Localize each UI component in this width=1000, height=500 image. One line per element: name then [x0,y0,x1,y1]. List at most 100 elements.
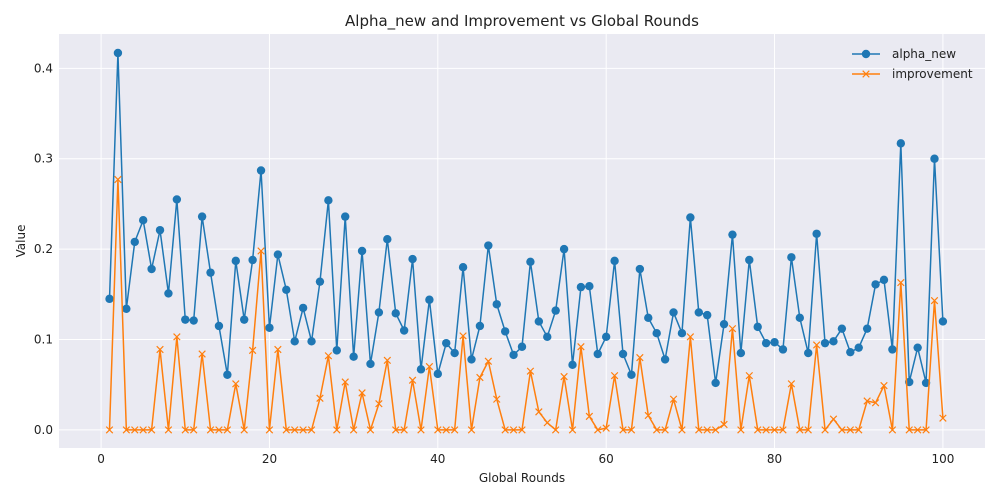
data-point-improvement [636,353,644,362]
data-point-alpha_new [399,326,409,335]
data-point-alpha_new [248,255,257,265]
x-tick-label: 100 [931,452,954,466]
data-point-alpha_new [366,359,375,369]
data-point-improvement [728,324,737,333]
data-point-improvement [568,426,577,434]
data-point-alpha_new [787,253,796,262]
data-point-alpha_new [812,229,821,238]
data-point-improvement [459,332,467,340]
data-point-alpha_new [761,338,771,348]
data-point-alpha_new [467,355,476,364]
data-point-alpha_new [282,285,291,295]
data-point-improvement [863,397,871,405]
data-point-improvement [164,426,173,434]
data-point-alpha_new [820,338,830,348]
data-point-alpha_new [795,313,804,323]
legend-item-alpha_new: alpha_new [852,47,956,61]
data-point-alpha_new [703,310,712,320]
data-point-alpha_new [138,216,148,225]
data-point-alpha_new [913,343,922,352]
data-point-alpha_new [324,196,333,205]
data-point-improvement [383,356,392,365]
series-improvement [105,175,947,434]
data-point-alpha_new [509,350,518,360]
y-tick-label: 0.4 [34,61,53,75]
data-point-improvement [501,426,509,434]
data-point-improvement [375,399,383,408]
data-point-improvement [770,426,779,434]
x-tick-label: 0 [97,452,105,466]
data-point-alpha_new [433,369,443,379]
data-point-improvement [358,389,366,397]
data-point-improvement [602,424,610,432]
data-point-alpha_new [155,225,165,235]
data-point-alpha_new [610,256,619,266]
data-point-improvement [543,418,551,427]
data-point-improvement [316,394,324,403]
data-point-improvement [307,426,316,434]
data-point-alpha_new [559,244,569,254]
data-point-alpha_new [425,295,434,304]
data-point-alpha_new [256,166,266,175]
data-point-alpha_new [442,338,451,348]
data-point-alpha_new [745,255,754,265]
series-alpha_new [105,48,948,388]
data-point-alpha_new [660,355,670,364]
series-line-improvement [108,178,944,431]
data-point-improvement [585,412,594,421]
data-point-alpha_new [585,281,594,291]
data-point-improvement [880,381,888,390]
data-point-alpha_new [349,352,358,361]
data-point-improvement [796,426,804,434]
data-point-improvement [450,426,459,434]
data-point-improvement [703,426,711,434]
x-tick-label: 60 [599,452,614,466]
data-point-improvement [711,426,720,434]
x-tick-label: 80 [767,452,782,466]
data-point-alpha_new [147,264,156,274]
data-point-alpha_new [543,332,552,342]
data-point-improvement [333,426,341,434]
plot-background [59,34,985,448]
data-point-improvement [594,426,602,434]
data-point-improvement [518,426,526,434]
data-point-improvement [838,426,846,434]
data-point-improvement [644,411,652,420]
y-axis-label: Value [14,225,28,258]
data-point-alpha_new [484,241,493,250]
data-point-improvement [930,296,939,305]
legend-marker [862,70,870,78]
data-point-improvement [821,426,829,434]
chart-title: Alpha_new and Improvement vs Global Roun… [345,12,699,31]
data-point-alpha_new [862,324,872,333]
data-point-improvement [745,371,754,380]
data-point-improvement [829,415,838,423]
data-point-improvement [206,426,215,434]
data-point-alpha_new [551,306,560,315]
data-point-alpha_new [181,315,190,324]
data-point-improvement [779,426,787,434]
legend-label: improvement [892,67,973,81]
data-point-improvement [299,426,307,434]
data-point-alpha_new [290,337,299,346]
data-point-improvement [577,343,585,351]
data-point-alpha_new [458,263,468,272]
data-point-alpha_new [223,370,232,379]
data-point-improvement [122,426,131,434]
data-point-improvement [139,426,147,434]
data-point-alpha_new [930,154,939,163]
data-point-alpha_new [921,378,931,388]
data-point-improvement [467,426,476,434]
data-point-improvement [408,376,417,384]
data-point-alpha_new [753,322,762,332]
data-point-alpha_new [719,319,729,329]
data-point-alpha_new [332,346,341,355]
data-point-alpha_new [172,195,182,204]
data-point-alpha_new [298,303,308,313]
data-point-alpha_new [450,348,459,358]
data-point-alpha_new [686,213,695,222]
data-point-improvement [223,426,232,434]
data-point-alpha_new [408,254,417,264]
data-point-alpha_new [475,321,485,331]
data-point-improvement [290,426,299,434]
